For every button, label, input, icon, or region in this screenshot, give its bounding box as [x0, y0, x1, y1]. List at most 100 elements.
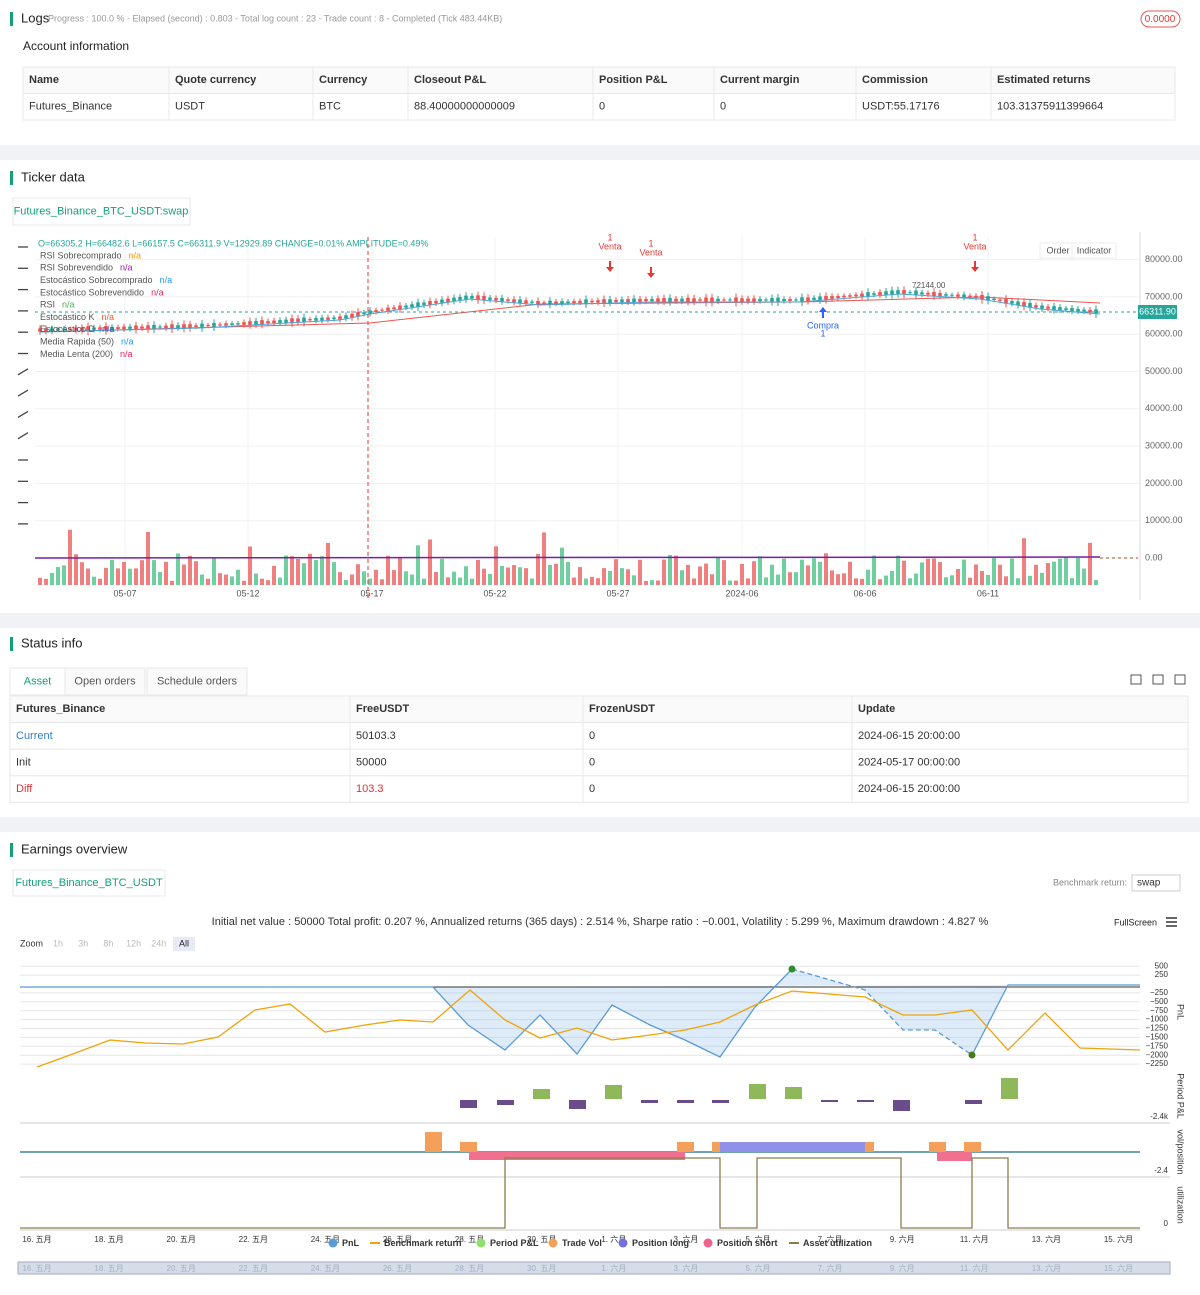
candle-body: [74, 327, 78, 331]
table-row: [22, 93, 1176, 121]
candle-body: [104, 326, 108, 331]
zoom-option[interactable]: 8h: [103, 938, 113, 948]
ma-fast: [39, 293, 1101, 333]
volume-bar: [104, 567, 108, 585]
legend-label[interactable]: Asset utilization: [803, 1238, 872, 1248]
period-bar: [857, 1100, 874, 1102]
candle-body: [1046, 306, 1050, 309]
y-tick-label: −500: [1150, 997, 1169, 1006]
y-tick-label: 80000.00: [1145, 254, 1183, 264]
legend-label[interactable]: Benchmark return: [384, 1238, 462, 1248]
legend-label[interactable]: Trade Vol: [562, 1238, 602, 1248]
volume-bar: [644, 580, 648, 585]
candle-body: [740, 298, 744, 302]
y-tick-label: 10000.00: [1145, 515, 1183, 525]
signal-count: 1: [972, 232, 977, 242]
volume-bar: [368, 578, 372, 585]
volume-bar: [518, 567, 522, 585]
y-tick-label: 60000.00: [1145, 329, 1183, 339]
tab-label[interactable]: Open orders: [74, 675, 136, 687]
y-tick-label: −750: [1150, 1006, 1169, 1015]
candle-body: [818, 296, 822, 301]
volume-bar: [878, 579, 882, 585]
y-tick-label: 50000.00: [1145, 366, 1183, 376]
signal-arrow: [647, 267, 655, 278]
candle-body: [704, 297, 708, 303]
volume-bar: [662, 559, 666, 585]
candle-body: [512, 299, 516, 303]
x-tick-label: 15. 六月: [1104, 1234, 1133, 1244]
signal-count: 1: [648, 238, 653, 248]
candle-body: [416, 302, 420, 308]
toolbar-button-label[interactable]: Indicator: [1077, 245, 1112, 255]
legend-name: RSI Sobrecomprado: [40, 250, 122, 260]
volume-bar: [764, 577, 768, 585]
volume-bar: [806, 565, 810, 585]
candle-body: [422, 302, 426, 306]
volume-bar: [254, 573, 258, 585]
navigator-label: 18. 五月: [94, 1264, 123, 1273]
badge: [1140, 10, 1181, 28]
x-tick-label: 16. 五月: [22, 1235, 51, 1244]
candle-body: [644, 299, 648, 302]
volume-bar: [398, 557, 402, 585]
volume-bar: [962, 559, 966, 585]
zoom-option[interactable]: 3h: [78, 938, 88, 948]
candle-body: [1094, 309, 1098, 315]
volume-bar: [530, 578, 534, 585]
volume-bar: [494, 546, 498, 585]
select-value[interactable]: swap: [1137, 878, 1161, 889]
period-bar: [641, 1100, 658, 1103]
volume-bar: [206, 578, 210, 585]
toolbar-button-label[interactable]: Order: [1046, 245, 1069, 255]
table-cell: Current: [16, 730, 53, 742]
zoom-option[interactable]: 24h: [151, 938, 166, 948]
volume-bar: [320, 556, 324, 585]
candle-body: [698, 299, 702, 301]
zoom-option[interactable]: 1h: [53, 938, 63, 948]
candle-body: [128, 326, 132, 329]
table-row: [9, 775, 1189, 803]
y-tick-label: 250: [1155, 970, 1169, 979]
volume-bar: [482, 568, 486, 585]
candle-body: [56, 328, 60, 331]
candle-body: [590, 300, 594, 303]
signal-arrow: [606, 261, 614, 272]
legend-label[interactable]: Position short: [717, 1238, 778, 1248]
legend-label[interactable]: Period P&L: [490, 1238, 539, 1248]
volume-bar: [590, 576, 594, 585]
legend-label[interactable]: PnL: [342, 1238, 360, 1248]
navigator-label: 26. 五月: [383, 1264, 412, 1273]
period-bar: [893, 1100, 910, 1111]
candle-body: [986, 296, 990, 301]
volume-bar: [506, 567, 510, 585]
tab-label[interactable]: Asset: [24, 675, 52, 687]
volume-bar: [356, 564, 360, 585]
trade-vol-bar: [460, 1142, 477, 1152]
legend-swatch: [328, 1238, 338, 1248]
tab-label[interactable]: Schedule orders: [157, 675, 238, 687]
section-title: Status info: [21, 635, 82, 650]
zoom-option[interactable]: All: [179, 938, 189, 948]
volume-bar: [998, 564, 1002, 585]
fullscreen[interactable]: FullScreen: [1114, 917, 1157, 927]
candle-body: [902, 290, 906, 295]
zoom-option[interactable]: 12h: [126, 938, 141, 948]
candle-body: [356, 312, 360, 317]
volume-bar: [794, 572, 798, 585]
table-cell: 2024-06-15 20:00:00: [858, 783, 960, 795]
candle-body: [530, 301, 534, 304]
volume-bar: [776, 574, 780, 585]
legend-name: Estocástico K: [40, 312, 95, 322]
candle-body: [956, 294, 960, 297]
x-tick-label: 11. 六月: [960, 1234, 989, 1244]
legend-label[interactable]: Position long: [632, 1238, 689, 1248]
position-long: [720, 1142, 865, 1152]
tab-label: Futures_Binance_BTC_USDT: [15, 877, 163, 889]
volume-bar: [200, 574, 204, 585]
volume-bar: [746, 578, 750, 585]
volume-bar: [734, 580, 738, 585]
volume-bar: [626, 569, 630, 585]
volume-bar: [272, 565, 276, 585]
volume-bar: [728, 580, 732, 585]
